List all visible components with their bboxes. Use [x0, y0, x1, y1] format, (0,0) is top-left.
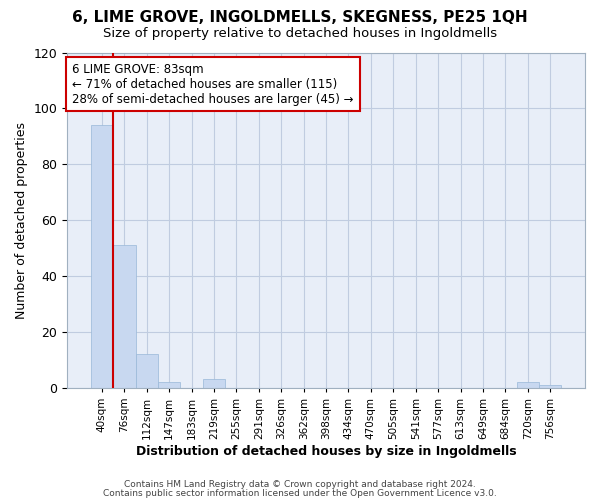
Text: Contains HM Land Registry data © Crown copyright and database right 2024.: Contains HM Land Registry data © Crown c…	[124, 480, 476, 489]
Bar	[158, 382, 181, 388]
Text: 6, LIME GROVE, INGOLDMELLS, SKEGNESS, PE25 1QH: 6, LIME GROVE, INGOLDMELLS, SKEGNESS, PE…	[72, 10, 528, 25]
Bar	[203, 380, 225, 388]
Text: 6 LIME GROVE: 83sqm
← 71% of detached houses are smaller (115)
28% of semi-detac: 6 LIME GROVE: 83sqm ← 71% of detached ho…	[73, 62, 354, 106]
Bar	[136, 354, 158, 388]
Bar	[517, 382, 539, 388]
X-axis label: Distribution of detached houses by size in Ingoldmells: Distribution of detached houses by size …	[136, 444, 517, 458]
Bar	[91, 125, 113, 388]
Bar	[113, 246, 136, 388]
Bar	[539, 385, 562, 388]
Text: Size of property relative to detached houses in Ingoldmells: Size of property relative to detached ho…	[103, 28, 497, 40]
Y-axis label: Number of detached properties: Number of detached properties	[15, 122, 28, 318]
Text: Contains public sector information licensed under the Open Government Licence v3: Contains public sector information licen…	[103, 488, 497, 498]
